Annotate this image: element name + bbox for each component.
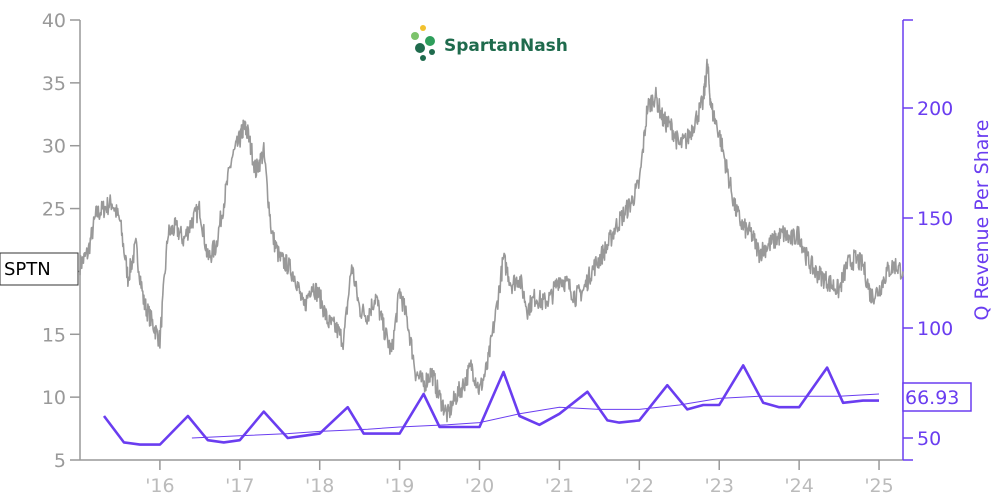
y-right-tick-label: 50	[917, 428, 941, 450]
price-series-group	[79, 58, 904, 423]
revenue-series-line	[102, 364, 879, 446]
logo-text: SpartanNash	[444, 36, 568, 56]
x-tick-label: '22	[625, 475, 654, 497]
y-right-axis-title: Q Revenue Per Share	[971, 120, 993, 321]
y-left-tick-label: 25	[42, 199, 66, 221]
logo-dot-icon	[425, 36, 435, 46]
labels-group: 51015202530354050100150200'16'17'18'19'2…	[42, 10, 953, 497]
y-left-tick-label: 35	[42, 73, 66, 95]
revenue-series-group	[102, 364, 880, 446]
logo-dot-icon	[420, 25, 426, 31]
y-left-tick-label: 5	[54, 450, 66, 472]
axes-group	[70, 19, 913, 470]
last-value-tag-box	[902, 382, 972, 412]
y-left-tick-label: 10	[42, 387, 66, 409]
x-tick-label: '19	[385, 475, 414, 497]
ticker-tag-box	[0, 252, 79, 286]
spartannash-logo: SpartanNash	[411, 25, 568, 61]
logo-dot-icon	[415, 43, 425, 53]
revenue-trend-line	[191, 393, 880, 439]
y-left-tick-label: 15	[42, 324, 66, 346]
x-tick-label: '25	[864, 475, 893, 497]
x-tick-label: '20	[465, 475, 494, 497]
y-left-tick-label: 40	[42, 10, 66, 32]
x-tick-label: '17	[225, 475, 254, 497]
y-right-tick-label: 150	[917, 208, 953, 230]
last-value-tag-label: 66.93	[905, 387, 959, 409]
x-tick-label: '21	[545, 475, 574, 497]
last-value-tag: 66.93	[902, 382, 972, 412]
ticker-tag-label: SPTN	[4, 259, 51, 280]
revenue-trend-group	[191, 393, 880, 439]
logo-dot-icon	[420, 55, 426, 61]
y-right-tick-label: 200	[917, 98, 953, 120]
logo-dot-icon	[429, 49, 435, 55]
x-tick-label: '16	[145, 475, 174, 497]
ticker-tag: SPTN	[0, 252, 79, 286]
x-tick-label: '18	[305, 475, 334, 497]
price-series-line	[79, 58, 904, 423]
y-right-tick-label: 100	[917, 318, 953, 340]
x-tick-label: '24	[784, 475, 813, 497]
y-left-tick-label: 30	[42, 136, 66, 158]
x-tick-label: '23	[705, 475, 734, 497]
logo-dot-icon	[411, 32, 419, 40]
